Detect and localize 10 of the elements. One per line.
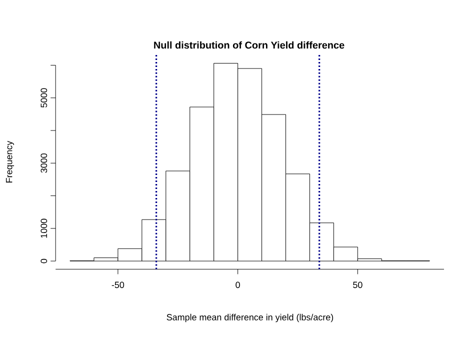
x-tick-label: 0	[236, 282, 240, 288]
y-tick-label: 0	[40, 258, 48, 264]
x-tick-label: -50	[112, 282, 124, 288]
x-tick-label: 50	[353, 282, 362, 288]
x-axis-title: Sample mean difference in yield (lbs/acre)	[166, 314, 334, 322]
y-tick-label: 1000	[40, 218, 48, 238]
chart-title: Null distribution of Corn Yield difference	[154, 41, 344, 49]
y-axis-title: Frequency	[6, 140, 14, 182]
y-tick-label: 3000	[40, 154, 48, 173]
y-tick-label: 5000	[40, 88, 48, 108]
